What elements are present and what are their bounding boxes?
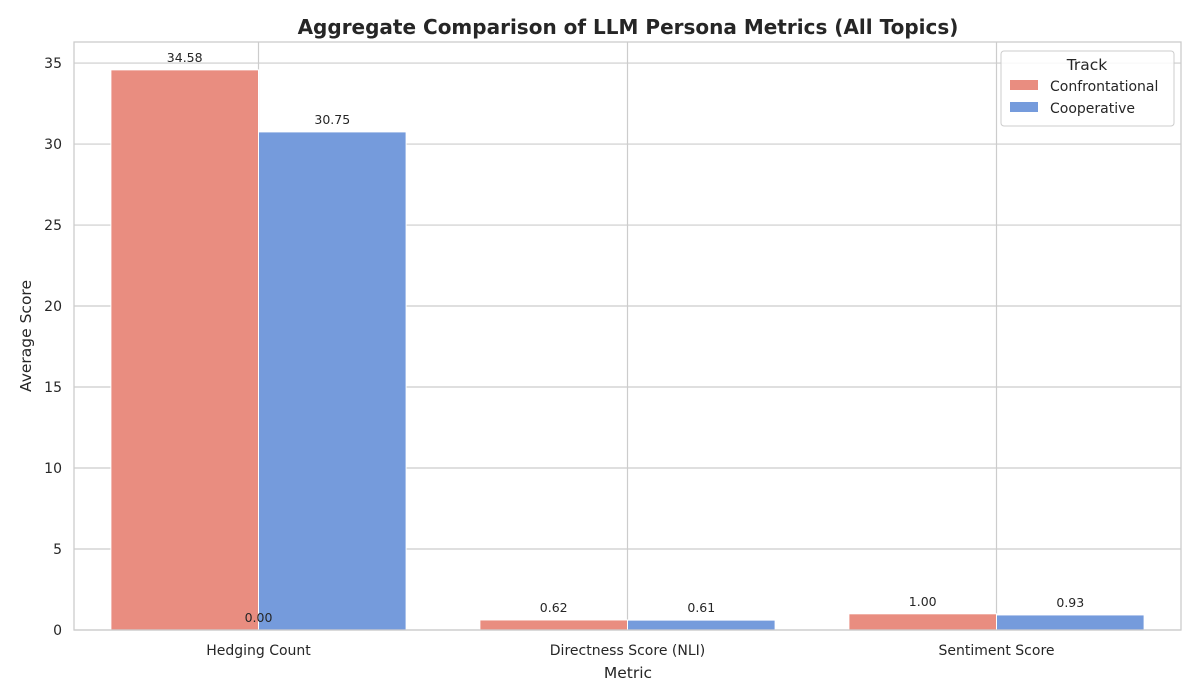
bars-layer [110, 69, 1145, 631]
legend-swatch-cooperative [1010, 102, 1038, 112]
bar-data-label: 1.00 [909, 594, 937, 609]
legend-box [1000, 50, 1175, 127]
legend-label-confrontational: Confrontational [1050, 79, 1158, 95]
bar-cooperative [627, 619, 776, 631]
legend-items: Confrontational Cooperative [1010, 79, 1158, 117]
chart-title: Aggregate Comparison of LLM Persona Metr… [298, 15, 959, 39]
legend-title: Track [1066, 56, 1108, 74]
y-tick-label: 20 [44, 299, 62, 315]
y-tick-label: 0 [53, 623, 62, 639]
bar-cooperative [996, 614, 1145, 631]
bar-cooperative [258, 131, 407, 631]
x-axis-label: Metric [604, 664, 652, 682]
y-tick-label: 35 [44, 56, 62, 72]
y-tick-label: 10 [44, 461, 62, 477]
legend: Track Confrontational Cooperative [1000, 50, 1175, 127]
bar-data-label: 0.93 [1056, 595, 1084, 610]
bar-data-label: 0.61 [687, 600, 715, 615]
x-tick-label: Sentiment Score [938, 643, 1054, 659]
extra-data-label: 0.00 [245, 610, 273, 625]
bar-data-label: 30.75 [314, 112, 350, 127]
legend-swatch-confrontational [1010, 80, 1038, 90]
y-tick-label: 30 [44, 137, 62, 153]
bar-data-label: 0.62 [540, 600, 568, 615]
x-tick-label: Hedging Count [206, 643, 311, 659]
bar-confrontational [110, 69, 260, 631]
y-tick-label: 5 [53, 542, 62, 558]
y-tick-label: 15 [44, 380, 62, 396]
ticks-layer: 0 5 10 15 20 25 30 35 Hedging Count Directness Sc… [44, 56, 1054, 659]
x-tick-label: Directness Score (NLI) [550, 643, 705, 659]
legend-label-cooperative: Cooperative [1050, 101, 1135, 117]
bar-labels-layer: 34.58 0.62 1.00 30.75 0.61 0.93 0.00 [167, 50, 1084, 625]
bar-confrontational [848, 613, 998, 631]
plot-frame [73, 41, 1182, 631]
bar-data-label: 34.58 [167, 50, 203, 65]
bar-confrontational [479, 619, 628, 631]
y-axis-label: Average Score [17, 280, 35, 392]
y-tick-label: 25 [44, 218, 62, 234]
